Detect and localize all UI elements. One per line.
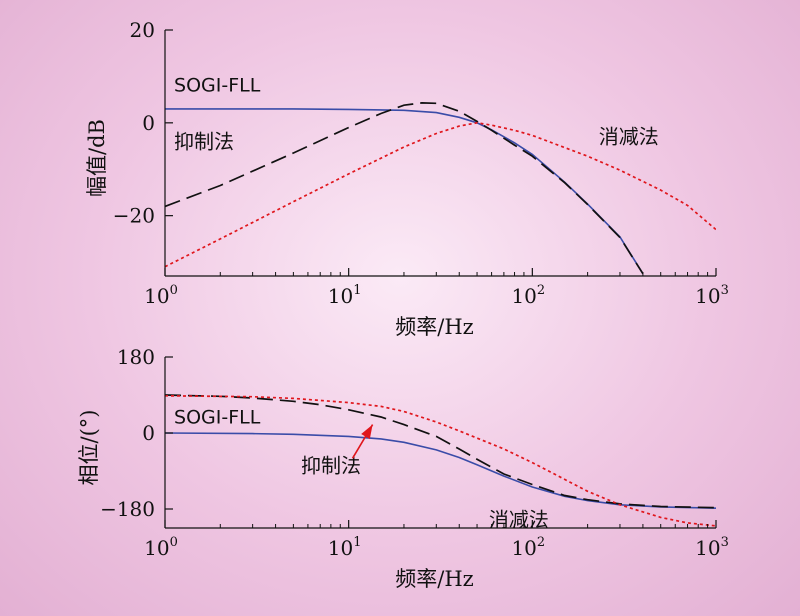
phase-x-tick-label: 103 <box>695 535 729 560</box>
phase-y-tick-label: 180 <box>117 345 155 369</box>
phase-x-axis-title: 频率/Hz <box>395 567 473 591</box>
mag-x-tick-label: 103 <box>695 283 729 308</box>
phase-x-tick-label: 102 <box>511 535 545 560</box>
phase-y-axis-title: 相位/(°) <box>77 410 101 486</box>
mag-x-tick-label: 101 <box>328 283 362 308</box>
phase-x-tick-base: 10 <box>511 536 536 560</box>
phase-x-tick-exp: 1 <box>353 535 361 550</box>
mag-annotation: 抑制法 <box>174 129 234 153</box>
mag-x-tick-base: 10 <box>328 284 353 308</box>
mag-y-tick-label: −20 <box>113 204 155 228</box>
mag-series-suppression <box>165 102 644 275</box>
phase-series-suppression <box>165 394 716 509</box>
phase-x-tick-exp: 0 <box>170 535 178 550</box>
phase-annotation: 抑制法 <box>301 453 361 477</box>
phase-x-tick-base: 10 <box>695 536 720 560</box>
mag-x-tick-label: 100 <box>144 283 178 308</box>
phase-y-tick-label: 0 <box>142 421 155 445</box>
phase-annotation: 消减法 <box>489 507 549 531</box>
mag-y-tick-label: 0 <box>142 111 155 135</box>
mag-x-tick-base: 10 <box>511 284 536 308</box>
phase-x-tick-base: 10 <box>328 536 353 560</box>
mag-y-axis-title: 幅值/dB <box>85 119 109 197</box>
phase-y-tick-label: −180 <box>100 497 155 521</box>
phase-x-tick-base: 10 <box>144 536 169 560</box>
phase-x-tick-exp: 2 <box>537 535 545 550</box>
mag-x-tick-base: 10 <box>144 284 169 308</box>
mag-x-tick-label: 102 <box>511 283 545 308</box>
mag-annotation: 消减法 <box>599 125 659 149</box>
mag-x-tick-exp: 2 <box>537 283 545 298</box>
mag-x-tick-exp: 0 <box>170 283 178 298</box>
phase-series-sogi-fll <box>165 432 716 509</box>
mag-x-tick-exp: 1 <box>353 283 361 298</box>
phase-x-tick-label: 101 <box>328 535 362 560</box>
phase-annotation: SOGI-FLL <box>174 407 261 429</box>
mag-annotation: SOGI-FLL <box>174 74 261 96</box>
mag-series-sogi-fll <box>165 108 644 275</box>
mag-x-axis-title: 频率/Hz <box>395 315 473 339</box>
phase-annotation-arrow-head <box>361 424 373 440</box>
mag-x-tick-base: 10 <box>695 284 720 308</box>
mag-x-tick-exp: 3 <box>721 283 729 298</box>
mag-y-tick-label: 20 <box>130 18 155 42</box>
mag-series-cancellation <box>165 121 716 268</box>
phase-x-tick-exp: 3 <box>721 535 729 550</box>
phase-x-tick-label: 100 <box>144 535 178 560</box>
